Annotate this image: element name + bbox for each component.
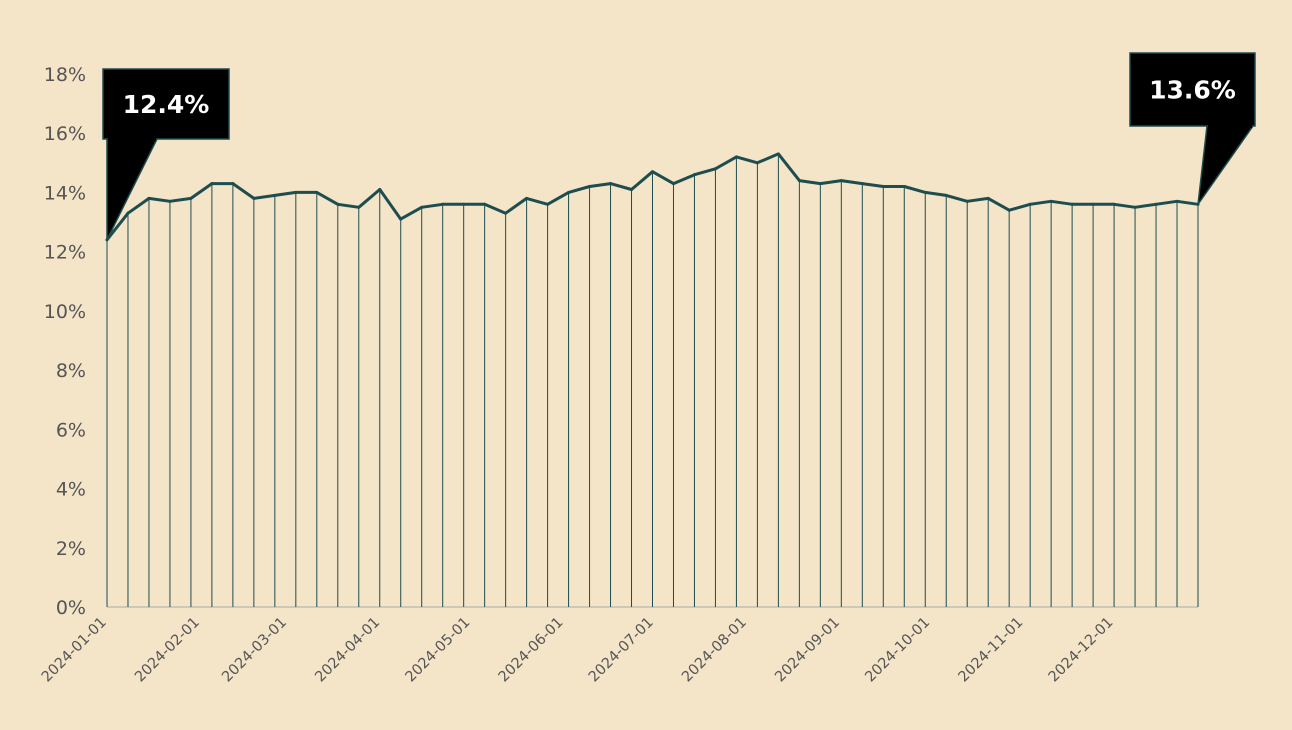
data-point <box>713 167 717 171</box>
data-point <box>986 196 990 200</box>
data-point <box>881 185 885 189</box>
callout-box <box>102 68 230 140</box>
data-point <box>1112 202 1116 206</box>
data-point <box>399 217 403 221</box>
callout-box <box>1129 52 1256 127</box>
data-point <box>944 193 948 197</box>
x-tick-label: 2024-01-01 <box>39 615 110 686</box>
data-point <box>902 185 906 189</box>
drop-lines <box>106 153 1199 607</box>
data-point <box>923 190 927 194</box>
data-point <box>294 190 298 194</box>
data-point <box>147 196 151 200</box>
data-point <box>839 179 843 183</box>
callout-start: 12.4% <box>102 68 230 241</box>
x-tick-label: 2024-06-01 <box>496 615 567 686</box>
data-point <box>420 205 424 209</box>
data-point <box>126 211 130 215</box>
y-tick-label: 16% <box>44 123 86 145</box>
data-point <box>1028 202 1032 206</box>
data-point <box>776 152 780 156</box>
data-point <box>504 211 508 215</box>
callout-joint <box>108 137 156 141</box>
data-point <box>651 170 654 174</box>
callout-label: 13.6% <box>1149 76 1236 105</box>
data-point <box>231 182 235 186</box>
data-point <box>378 187 382 191</box>
y-tick-label: 6% <box>56 419 86 441</box>
callout-end: 13.6% <box>1129 52 1256 205</box>
y-tick-label: 12% <box>44 242 86 264</box>
callout-label: 12.4% <box>123 90 210 119</box>
x-tick-label: 2024-05-01 <box>403 615 474 686</box>
data-point <box>1091 202 1095 206</box>
x-axis: 2024-01-01 2024-02-01 2024-03-01 2024-04-01… <box>39 615 1117 686</box>
x-tick-label: 2024-07-01 <box>586 615 657 686</box>
x-tick-label: 2024-12-01 <box>1046 615 1117 686</box>
data-point <box>797 179 801 183</box>
x-tick-label: 2024-04-01 <box>312 615 383 686</box>
data-point <box>189 196 193 200</box>
data-point <box>546 202 550 206</box>
y-tick-label: 0% <box>56 597 86 619</box>
data-point <box>525 196 529 200</box>
data-point <box>965 199 969 203</box>
data-point <box>441 202 445 206</box>
data-point <box>1154 202 1158 206</box>
data-point <box>692 173 696 177</box>
y-tick-label: 18% <box>44 64 86 86</box>
data-point <box>860 182 864 186</box>
data-point <box>630 187 634 191</box>
data-point <box>1007 208 1011 212</box>
data-point <box>671 182 675 186</box>
y-tick-label: 4% <box>56 479 86 501</box>
callout-pointer <box>1197 125 1255 205</box>
data-point <box>210 182 214 186</box>
data-point <box>567 190 571 194</box>
data-point <box>252 196 256 200</box>
data-point <box>1070 202 1074 206</box>
y-tick-label: 10% <box>44 301 86 323</box>
callout-joint <box>1208 124 1252 128</box>
data-point <box>818 182 822 186</box>
data-point <box>609 182 613 186</box>
data-point <box>462 202 466 206</box>
y-axis: 0% 2% 4% 6% 8% 10% 12% 14% 16% 18% <box>44 64 1198 619</box>
data-point <box>1175 199 1179 203</box>
callout-pointer <box>106 138 159 241</box>
data-point <box>357 205 361 209</box>
data-point <box>315 190 319 194</box>
x-tick-label: 2024-11-01 <box>956 615 1027 686</box>
series <box>105 152 1200 242</box>
y-tick-label: 8% <box>56 360 86 382</box>
data-point <box>734 155 738 159</box>
data-point <box>588 185 592 189</box>
data-point <box>168 199 172 203</box>
data-point <box>1049 199 1053 203</box>
x-tick-label: 2024-10-01 <box>862 615 933 686</box>
x-tick-label: 2024-08-01 <box>679 615 750 686</box>
annotations: 12.4% 13.6% <box>102 52 1256 241</box>
y-tick-label: 14% <box>44 182 86 204</box>
data-point <box>755 161 759 165</box>
x-tick-label: 2024-03-01 <box>219 615 290 686</box>
data-point <box>336 202 340 206</box>
data-point <box>1133 205 1137 209</box>
data-point <box>273 193 277 197</box>
data-point <box>483 202 487 206</box>
y-tick-label: 2% <box>56 538 86 560</box>
x-tick-label: 2024-09-01 <box>772 615 843 686</box>
x-tick-label: 2024-02-01 <box>132 615 203 686</box>
